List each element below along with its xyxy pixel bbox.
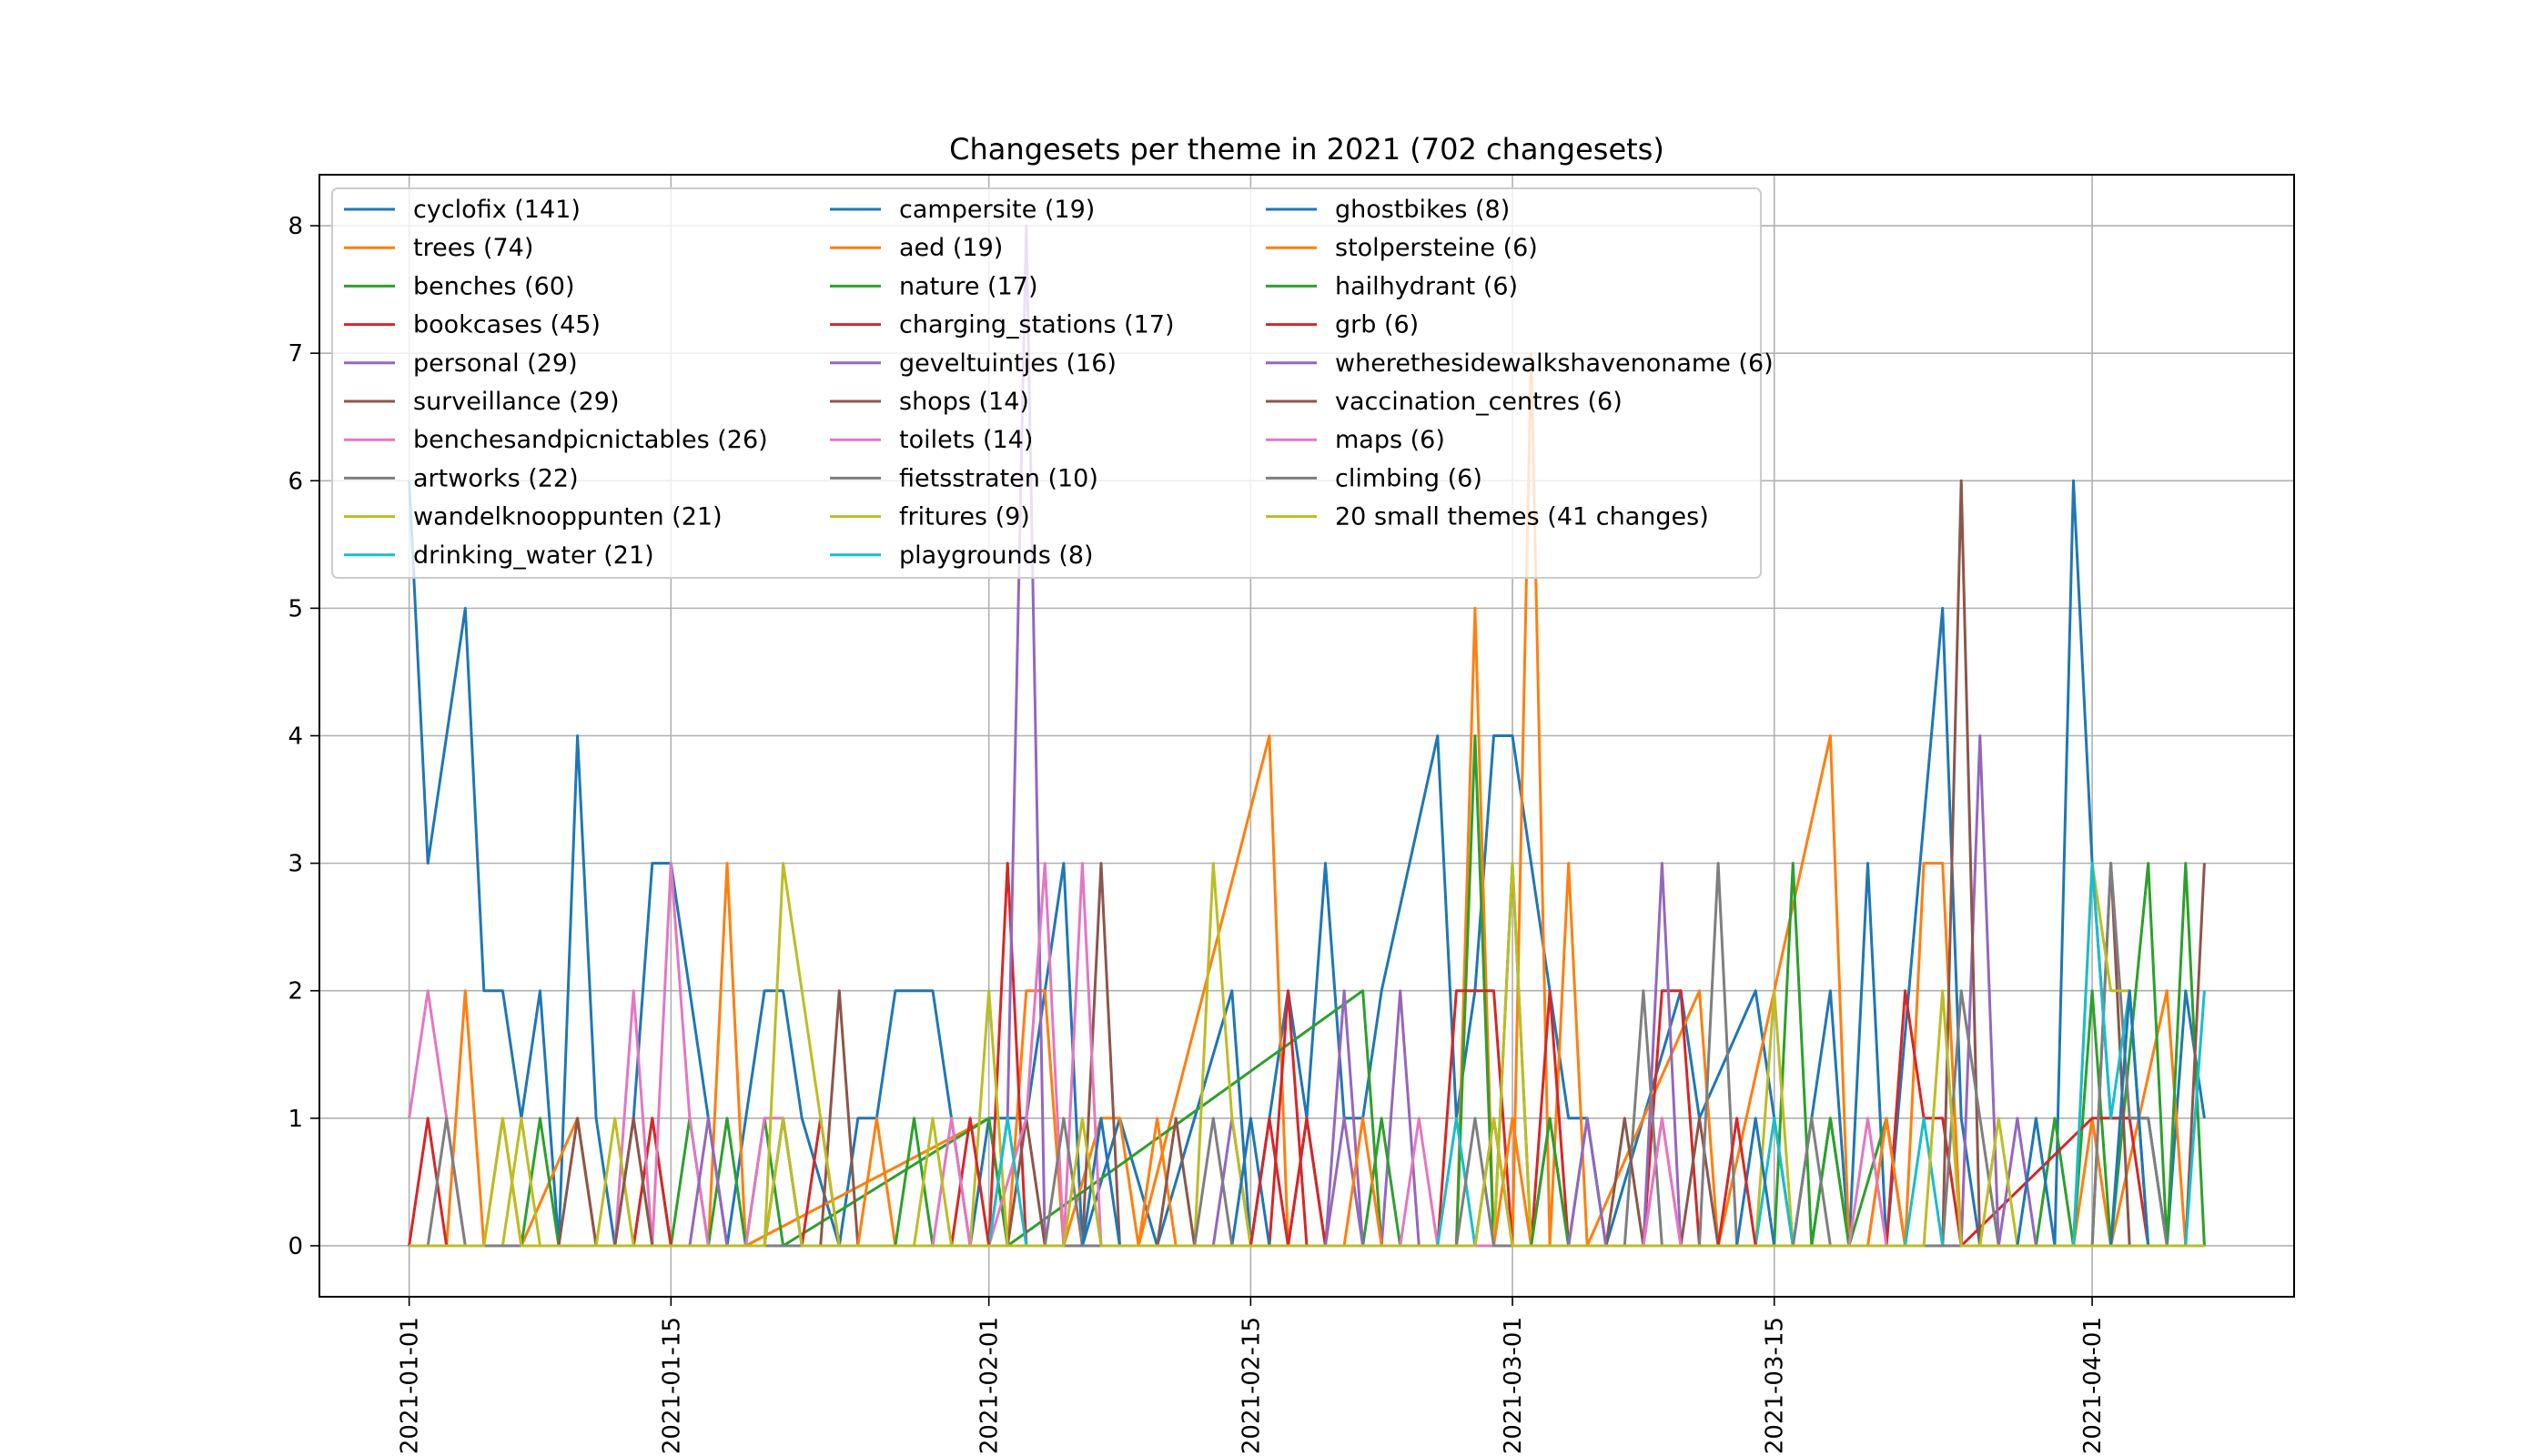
legend-entry: stolpersteine (6) — [1335, 234, 1538, 262]
y-tick-label: 3 — [288, 851, 303, 878]
legend-entry: aed (19) — [899, 234, 1003, 262]
y-tick-label: 8 — [288, 213, 303, 240]
legend-entry: bookcases (45) — [413, 311, 601, 339]
legend-entry: wandelknooppunten (21) — [413, 503, 723, 531]
y-tick-label: 6 — [288, 468, 303, 495]
y-tick-label: 0 — [288, 1233, 303, 1260]
legend-entry: maps (6) — [1335, 426, 1445, 454]
y-tick-label: 1 — [288, 1106, 303, 1133]
plot-area — [408, 224, 2206, 1248]
legend-entry: 20 small themes (41 changes) — [1335, 503, 1709, 531]
legend-entry: personal (29) — [413, 349, 578, 378]
legend-entry: artworks (22) — [413, 464, 579, 492]
series-line-14 — [409, 1117, 2205, 1248]
legend-entry: fritures (9) — [899, 503, 1030, 531]
legend-entry: hailhydrant (6) — [1335, 272, 1518, 300]
legend-entry: benchesandpicnictables (26) — [413, 426, 768, 454]
legend-entry: vaccination_centres (6) — [1335, 388, 1623, 416]
y-tick-label: 4 — [288, 723, 303, 751]
legend-entry: climbing (6) — [1335, 464, 1482, 492]
legend-entry: charging_stations (17) — [899, 311, 1175, 339]
ticks: 2021-01-01 2021-01-15 2021-02-01 2021-02-15… — [288, 213, 2107, 1454]
legend-box — [331, 187, 1762, 579]
x-tick-label: 2021-03-01 — [1500, 1317, 1527, 1454]
legend-entry: drinking_water (21) — [413, 541, 654, 570]
x-tick-label: 2021-01-01 — [397, 1317, 424, 1454]
series-line-12 — [409, 1117, 2205, 1248]
legend-entry: campersite (19) — [899, 196, 1095, 224]
series-line-28 — [409, 989, 2205, 1248]
x-tick-label: 2021-02-01 — [976, 1317, 1004, 1454]
legend-entry: playgrounds (8) — [899, 541, 1094, 570]
x-tick-label: 2021-04-01 — [2079, 1317, 2107, 1454]
legend-entry: grb (6) — [1335, 311, 1419, 339]
y-tick-label: 5 — [288, 595, 303, 622]
legend-entry: nature (17) — [899, 272, 1037, 300]
legend-entry: trees (74) — [413, 234, 533, 262]
legend: cyclofix (141) trees (74) benches (60) book… — [331, 187, 1774, 579]
legend-entry: ghostbikes (8) — [1335, 196, 1510, 224]
x-tick-label: 2021-01-15 — [658, 1317, 685, 1454]
chart-title: Changesets per theme in 2021 (702 change… — [949, 132, 1664, 167]
y-tick-label: 2 — [288, 978, 303, 1006]
legend-entry: geveltuintjes (16) — [899, 349, 1117, 378]
x-tick-label: 2021-02-15 — [1238, 1317, 1265, 1454]
series-line-13 — [409, 1117, 2205, 1248]
legend-entry: toilets (14) — [899, 426, 1033, 454]
legend-entry: wherethesidewalkshavenoname (6) — [1335, 349, 1774, 378]
series-line-15 — [409, 1117, 2205, 1248]
legend-entry: benches (60) — [413, 272, 575, 300]
legend-entry: cyclofix (141) — [413, 196, 581, 224]
legend-entry: surveillance (29) — [413, 388, 620, 416]
series-line-16 — [409, 1117, 2205, 1248]
x-tick-label: 2021-03-15 — [1762, 1317, 1789, 1454]
legend-entry: fietsstraten (10) — [899, 464, 1098, 492]
legend-entry: shops (14) — [899, 388, 1029, 416]
y-tick-label: 7 — [288, 340, 303, 368]
